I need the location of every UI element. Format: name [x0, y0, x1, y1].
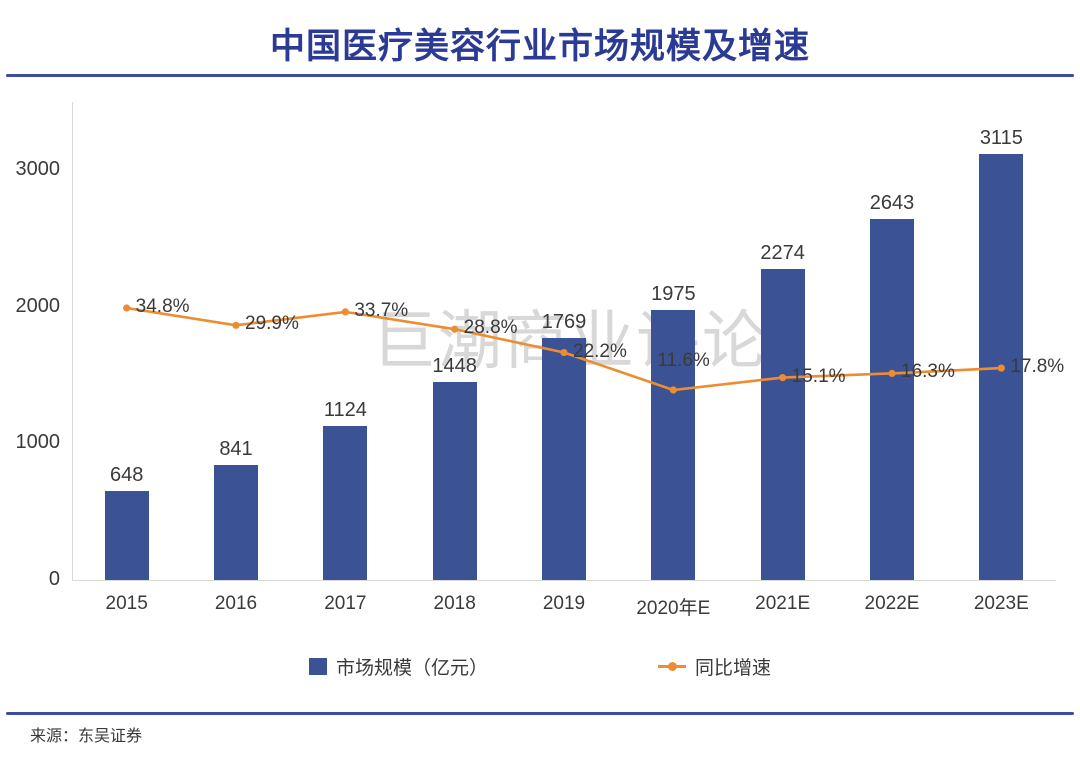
- data-point-marker: [888, 369, 896, 377]
- bar-value-label: 648: [109, 464, 144, 487]
- x-tick-label: 2019: [542, 593, 586, 614]
- x-tick-label: 2015: [105, 593, 148, 614]
- data-point-marker: [341, 308, 349, 316]
- legend-item-market-size: 市场规模（亿元）: [308, 653, 488, 680]
- bar-value-label: 1124: [323, 399, 367, 422]
- x-tick-label: 2018: [433, 593, 476, 614]
- bar-value-label: 3115: [979, 127, 1023, 150]
- data-point-marker: [451, 325, 459, 333]
- x-axis-line: [72, 580, 1056, 581]
- bar-value-label: 1975: [651, 283, 696, 306]
- x-tick-label: 2023E: [973, 593, 1029, 614]
- data-point-marker: [232, 321, 240, 329]
- bar: [542, 338, 586, 580]
- y-tick-label: 0: [48, 568, 60, 590]
- legend-label-market-size: 市场规模（亿元）: [335, 657, 488, 679]
- data-point-marker: [997, 364, 1005, 372]
- y-tick-label: 2000: [15, 294, 61, 317]
- bar-value-label: 1448: [432, 355, 477, 378]
- percent-label: 34.8%: [135, 296, 190, 318]
- bar-swatch-icon: [308, 657, 327, 675]
- y-tick-label: 1000: [15, 431, 61, 454]
- line-swatch-icon: [658, 661, 686, 671]
- data-point-marker: [669, 386, 677, 394]
- top-divider: [6, 74, 1074, 77]
- x-tick-label: 2017: [324, 593, 367, 614]
- legend: 市场规模（亿元） 同比增速: [0, 650, 1080, 682]
- percent-label: 22.2%: [573, 340, 627, 362]
- bar-value-label: 841: [219, 438, 253, 461]
- data-point-marker: [123, 304, 131, 312]
- bottom-divider: [6, 712, 1074, 715]
- bar-value-label: 2274: [760, 242, 805, 265]
- percent-label: 28.8%: [463, 317, 518, 339]
- percent-label: 33.7%: [354, 299, 409, 321]
- legend-label-growth-rate: 同比增速: [695, 657, 772, 679]
- percent-label: 16.3%: [901, 361, 955, 383]
- data-point-marker: [560, 348, 568, 357]
- source-text: 来源：东吴证券: [30, 728, 143, 745]
- percent-label: 15.1%: [791, 365, 846, 387]
- percent-label: 29.9%: [245, 313, 299, 335]
- legend-item-growth-rate: 同比增速: [658, 653, 771, 680]
- bar: [651, 310, 696, 580]
- percent-label: 11.6%: [657, 350, 710, 371]
- x-tick-label: 2022E: [864, 593, 920, 614]
- y-tick-label: 3000: [15, 157, 61, 180]
- bar: [323, 426, 368, 580]
- x-tick-label: 2016: [214, 593, 258, 614]
- x-tick-label: 2021E: [755, 593, 811, 614]
- bar: [760, 269, 805, 580]
- percent-label: 17.8%: [1010, 356, 1065, 378]
- growth-line-chart: [123, 304, 1005, 394]
- bar: [104, 491, 149, 580]
- chart-title: 中国医疗美容行业市场规模及增速: [269, 27, 810, 66]
- bar: [870, 218, 914, 580]
- bar: [432, 382, 477, 580]
- x-tick-label: 2020年E: [636, 598, 711, 619]
- bar: [214, 465, 258, 580]
- line-marker-icon: [667, 661, 677, 671]
- data-point-marker: [779, 374, 787, 382]
- bar-value-label: 2643: [869, 191, 915, 214]
- bar-value-label: 1769: [541, 311, 587, 334]
- y-axis-line: [72, 102, 73, 580]
